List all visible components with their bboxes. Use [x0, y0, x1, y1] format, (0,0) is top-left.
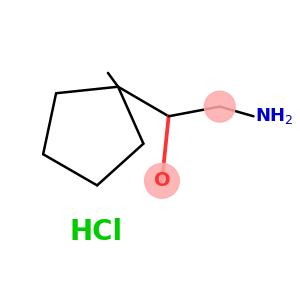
Text: HCl: HCl: [70, 218, 123, 246]
Circle shape: [145, 164, 179, 198]
Circle shape: [204, 91, 235, 122]
Text: O: O: [154, 171, 170, 190]
Text: NH$_2$: NH$_2$: [255, 106, 294, 126]
